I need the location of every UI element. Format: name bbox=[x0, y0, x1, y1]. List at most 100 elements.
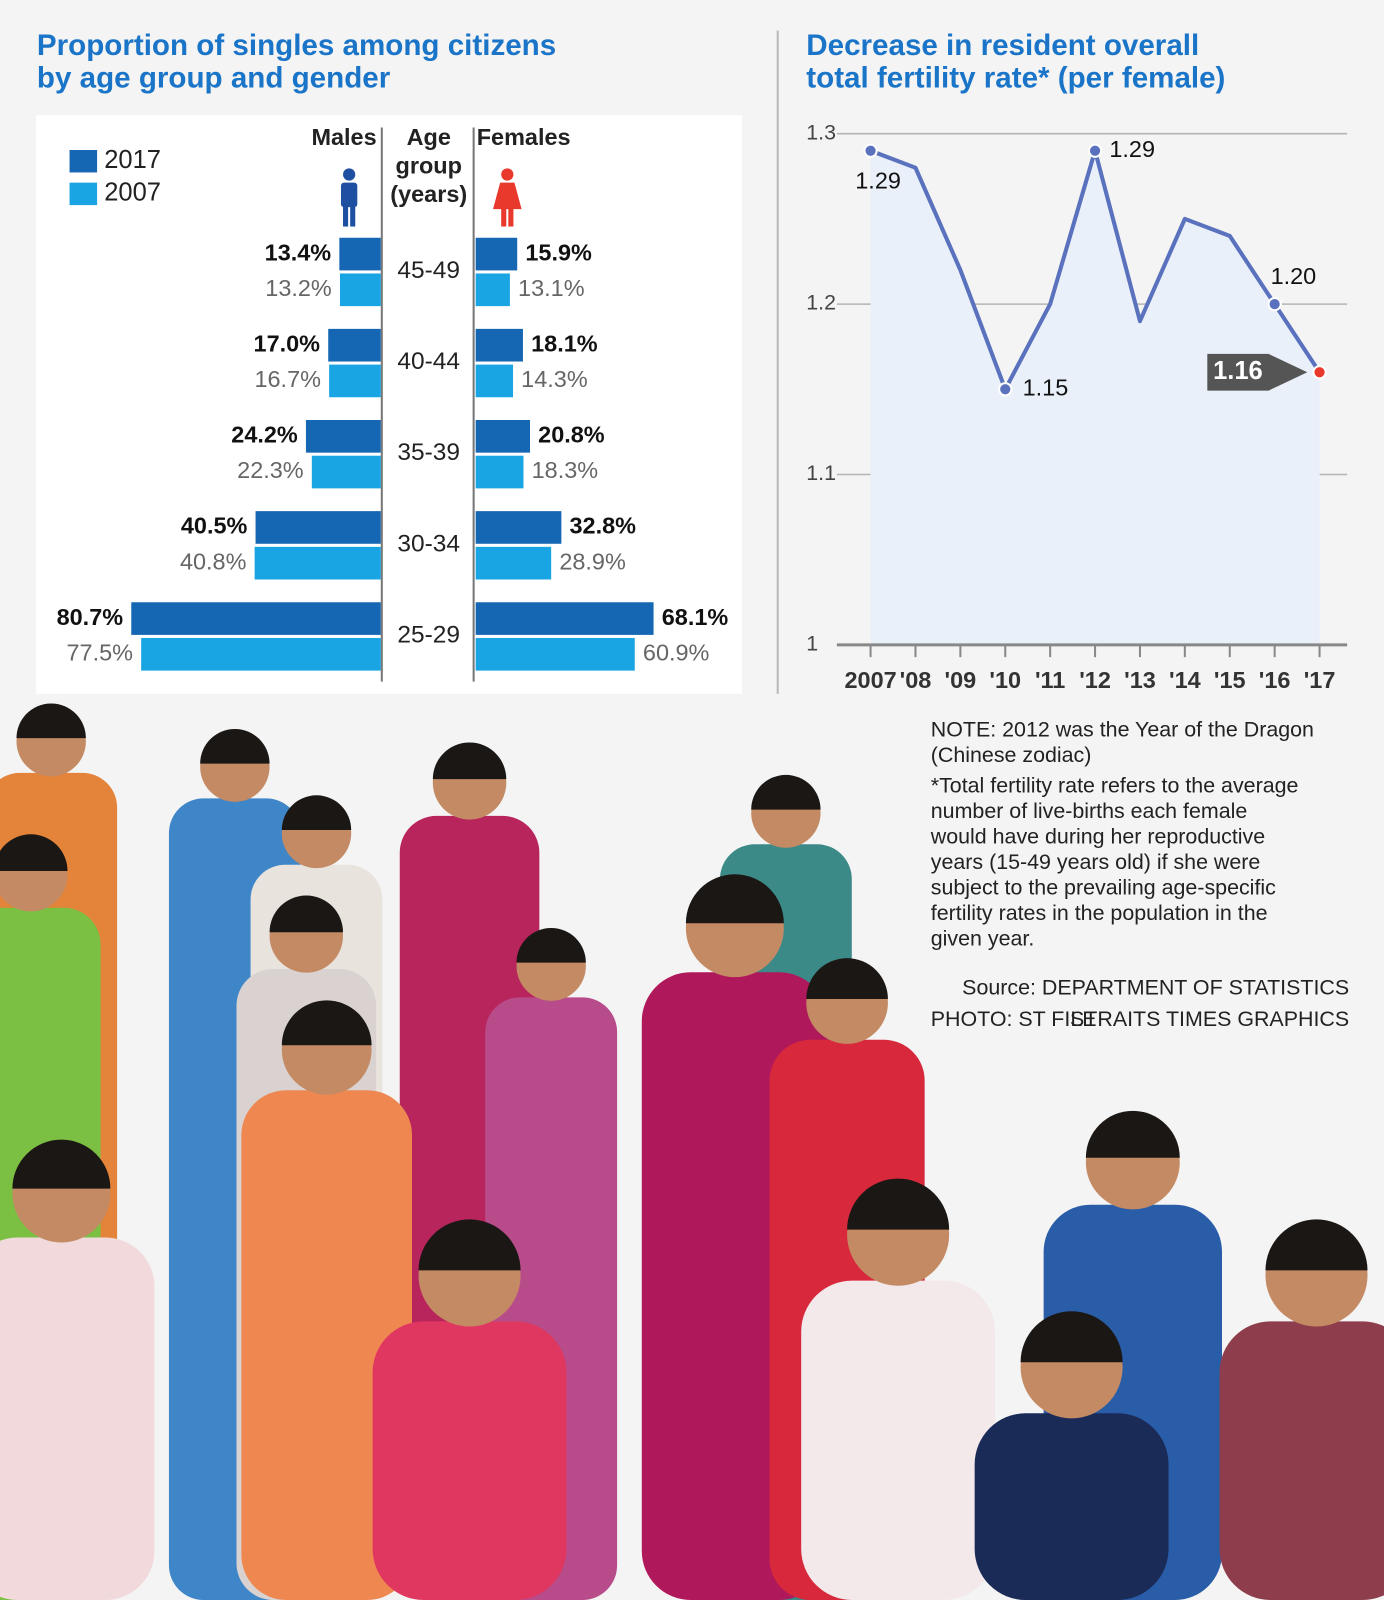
photo-body bbox=[974, 1413, 1169, 1600]
bar bbox=[329, 364, 381, 398]
column-header: group bbox=[396, 153, 462, 179]
photo-hair bbox=[847, 1178, 950, 1230]
value-label: 68.1% bbox=[662, 604, 729, 630]
y-tick-label: 1.1 bbox=[806, 461, 836, 485]
value-label: 32.8% bbox=[570, 513, 637, 539]
x-tick-label: '13 bbox=[1124, 667, 1156, 693]
bar bbox=[339, 237, 381, 271]
value-label: 18.3% bbox=[532, 457, 599, 483]
chart-title: Proportion of singles among citizens bbox=[37, 29, 556, 62]
marker bbox=[998, 382, 1013, 397]
area bbox=[870, 150, 1320, 645]
bar bbox=[131, 602, 381, 635]
photo-hair bbox=[281, 795, 352, 830]
column-header: Females bbox=[477, 124, 571, 150]
bar bbox=[475, 420, 531, 453]
x-tick-label: '12 bbox=[1079, 667, 1111, 693]
value-label: 1.15 bbox=[1023, 374, 1069, 400]
footnote: given year. bbox=[931, 926, 1035, 950]
legend-label: 2017 bbox=[104, 146, 161, 174]
x-tick-label: '15 bbox=[1214, 667, 1246, 693]
column-header: Age bbox=[407, 124, 451, 150]
photo-hair bbox=[806, 958, 888, 999]
value-label: 28.9% bbox=[559, 548, 626, 574]
credit: PHOTO: ST FILE bbox=[931, 1007, 1097, 1031]
chart-title: by age group and gender bbox=[37, 61, 391, 94]
photo-body bbox=[241, 1090, 412, 1600]
value-label: 18.1% bbox=[531, 330, 598, 356]
bar bbox=[475, 637, 635, 671]
legend-swatch bbox=[69, 182, 98, 206]
marker bbox=[1267, 296, 1282, 312]
x-tick-label: '16 bbox=[1259, 667, 1291, 693]
photo-hair bbox=[432, 742, 507, 780]
footnote: number of live-births each female bbox=[931, 799, 1247, 823]
value-label: 24.2% bbox=[231, 422, 298, 448]
footnote: years (15-49 years old) if she were bbox=[931, 850, 1261, 874]
value-label: 1.20 bbox=[1271, 263, 1317, 289]
value-label: 17.0% bbox=[254, 330, 321, 356]
value-label: 14.3% bbox=[521, 366, 588, 392]
footnote: subject to the prevailing age-specific bbox=[931, 875, 1276, 899]
footnote: *Total fertility rate refers to the aver… bbox=[931, 773, 1299, 797]
photo-hair bbox=[418, 1219, 521, 1271]
photo-hair bbox=[200, 728, 270, 764]
left-panel bbox=[35, 115, 742, 694]
photo-hair bbox=[516, 927, 586, 963]
bar bbox=[141, 637, 381, 671]
photo bbox=[0, 703, 1384, 1600]
value-label: 20.8% bbox=[538, 422, 605, 448]
marker bbox=[1312, 365, 1327, 380]
value-label: 15.9% bbox=[525, 239, 592, 265]
value-label: 22.3% bbox=[237, 457, 304, 483]
bar bbox=[339, 273, 381, 307]
x-tick-label: '10 bbox=[989, 667, 1021, 693]
y-tick-label: 1.2 bbox=[806, 291, 836, 315]
value-label: 1.29 bbox=[1109, 136, 1155, 162]
bar bbox=[255, 511, 381, 544]
x-tick-label: 2007 bbox=[844, 667, 896, 693]
category-label: 45-49 bbox=[397, 257, 460, 284]
column-header: Males bbox=[311, 124, 376, 150]
footnote: would have during her reproductive bbox=[930, 824, 1265, 848]
male-icon bbox=[340, 168, 358, 227]
legend-label: 2007 bbox=[104, 179, 161, 207]
value-label: 60.9% bbox=[643, 639, 710, 665]
marker bbox=[863, 143, 878, 158]
label-box bbox=[1207, 353, 1308, 391]
value-label: 13.2% bbox=[265, 275, 332, 301]
bar bbox=[475, 602, 654, 635]
value-label: 80.7% bbox=[57, 604, 124, 630]
photo-hair bbox=[685, 874, 784, 924]
value-label: 40.5% bbox=[181, 513, 248, 539]
value-label: 1.16 bbox=[1213, 357, 1263, 385]
y-tick-label: 1 bbox=[806, 632, 818, 656]
bar bbox=[328, 328, 381, 362]
x-tick-label: '11 bbox=[1035, 667, 1065, 693]
female-icon bbox=[493, 168, 522, 227]
photo-body bbox=[0, 1237, 155, 1600]
source: Source: DEPARTMENT OF STATISTICS bbox=[962, 975, 1349, 999]
x-tick-label: '17 bbox=[1304, 667, 1336, 693]
photo-body bbox=[801, 1280, 996, 1600]
bar bbox=[475, 273, 510, 307]
footnote: fertility rates in the population in the bbox=[931, 901, 1268, 925]
bar bbox=[475, 455, 524, 489]
photo-body bbox=[1219, 1321, 1384, 1600]
bar bbox=[475, 328, 523, 362]
bar bbox=[475, 364, 514, 398]
x-tick-label: '14 bbox=[1169, 667, 1201, 693]
y-tick-label: 1.3 bbox=[806, 120, 836, 144]
chart-title: total fertility rate* (per female) bbox=[806, 61, 1225, 94]
photo-hair bbox=[1265, 1219, 1368, 1271]
value-label: 16.7% bbox=[254, 366, 321, 392]
credit: STRAITS TIMES GRAPHICS bbox=[1070, 1007, 1349, 1031]
bar bbox=[305, 420, 381, 453]
photo-hair bbox=[12, 1139, 111, 1189]
category-label: 35-39 bbox=[397, 439, 460, 466]
column-header: (years) bbox=[390, 181, 467, 207]
note: (Chinese zodiac) bbox=[931, 743, 1092, 767]
bar bbox=[475, 511, 562, 544]
